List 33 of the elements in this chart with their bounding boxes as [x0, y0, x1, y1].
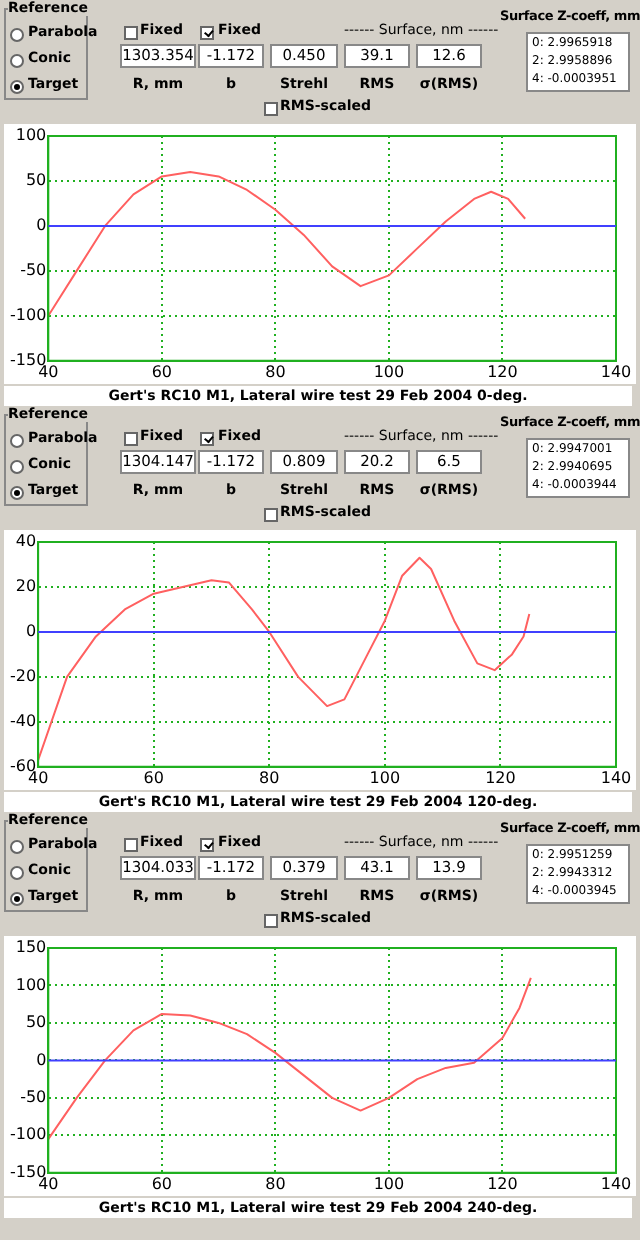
y-tick-label: -20	[9, 667, 37, 686]
y-tick-label: 50	[25, 171, 47, 190]
x-tick-label: 120	[487, 1174, 518, 1193]
y-tick-label: 100	[15, 975, 47, 994]
y-tick-label: -150	[10, 1162, 47, 1181]
x-tick-label: 100	[369, 768, 401, 787]
x-tick-label: 60	[143, 768, 164, 787]
y-tick-label: 0	[25, 622, 37, 641]
y-tick-label: 100	[15, 126, 47, 145]
y-tick-label: 0	[36, 216, 47, 235]
x-tick-label: 80	[265, 362, 286, 381]
x-tick-label: 80	[259, 768, 280, 787]
y-tick-label: -50	[20, 1088, 47, 1107]
x-tick-label: 140	[600, 768, 632, 787]
y-tick-label: -50	[20, 261, 47, 280]
x-tick-label: 100	[373, 1174, 405, 1193]
y-tick-label: 40	[15, 532, 37, 551]
x-tick-label: 140	[600, 1174, 632, 1193]
x-tick-label: 60	[151, 1174, 173, 1193]
x-tick-label: 80	[265, 1174, 286, 1193]
x-tick-label: 140	[600, 362, 632, 381]
y-tick-label: 20	[15, 577, 37, 596]
x-tick-label: 120	[485, 768, 516, 787]
y-tick-label: -100	[10, 1125, 47, 1144]
y-tick-label: -150	[10, 350, 47, 369]
x-tick-label: 120	[487, 362, 518, 381]
x-tick-label: 100	[373, 362, 405, 381]
x-tick-label: 60	[151, 362, 173, 381]
y-tick-label: 50	[25, 1013, 47, 1032]
y-tick-label: -40	[9, 712, 37, 730]
y-tick-label: 0	[36, 1050, 47, 1069]
y-tick-label: -100	[10, 306, 47, 324]
y-tick-label: 150	[15, 938, 47, 957]
